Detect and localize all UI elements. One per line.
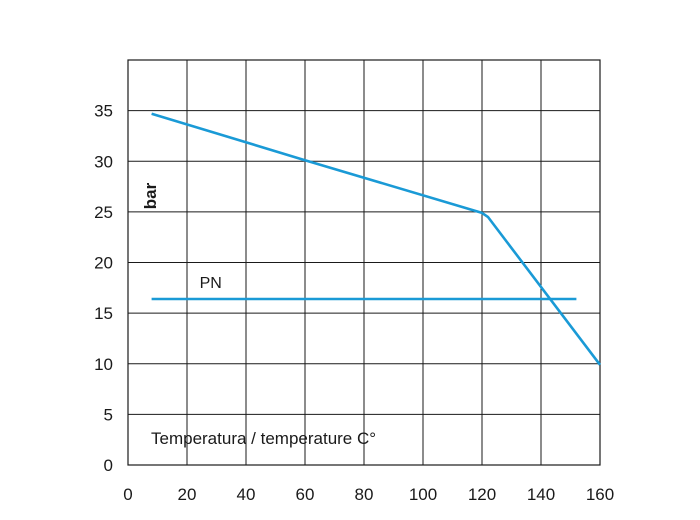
series-line-max-pressure: [151, 112, 602, 366]
series-labels: PN: [200, 275, 222, 292]
series-lines: [151, 112, 602, 366]
y-tick-label: 10: [94, 355, 113, 374]
y-tick-label: 20: [94, 254, 113, 273]
y-axis-ticks: 0 5 10 15 20 25 30 35: [94, 102, 113, 475]
grid: [127, 59, 601, 466]
y-axis-label: bar: [141, 182, 160, 209]
x-axis-label: Temperatura / temperature C°: [151, 429, 376, 448]
y-tick-label: 15: [94, 304, 113, 323]
x-tick-label: 120: [468, 485, 496, 504]
x-tick-label: 0: [123, 485, 132, 504]
x-tick-label: 60: [296, 485, 315, 504]
x-tick-label: 80: [355, 485, 374, 504]
y-tick-label: 5: [104, 405, 113, 424]
x-tick-label: 100: [409, 485, 437, 504]
y-tick-label: 0: [104, 456, 113, 475]
y-tick-label: 30: [94, 152, 113, 171]
x-tick-label: 40: [237, 485, 256, 504]
x-tick-label: 20: [178, 485, 197, 504]
y-tick-label: 35: [94, 102, 113, 121]
series-label: PN: [200, 275, 222, 292]
x-tick-label: 140: [527, 485, 555, 504]
x-axis-ticks: 0 20 40 60 80 100 120 140 160: [123, 485, 614, 504]
x-tick-label: 160: [586, 485, 614, 504]
y-tick-label: 25: [94, 203, 113, 222]
